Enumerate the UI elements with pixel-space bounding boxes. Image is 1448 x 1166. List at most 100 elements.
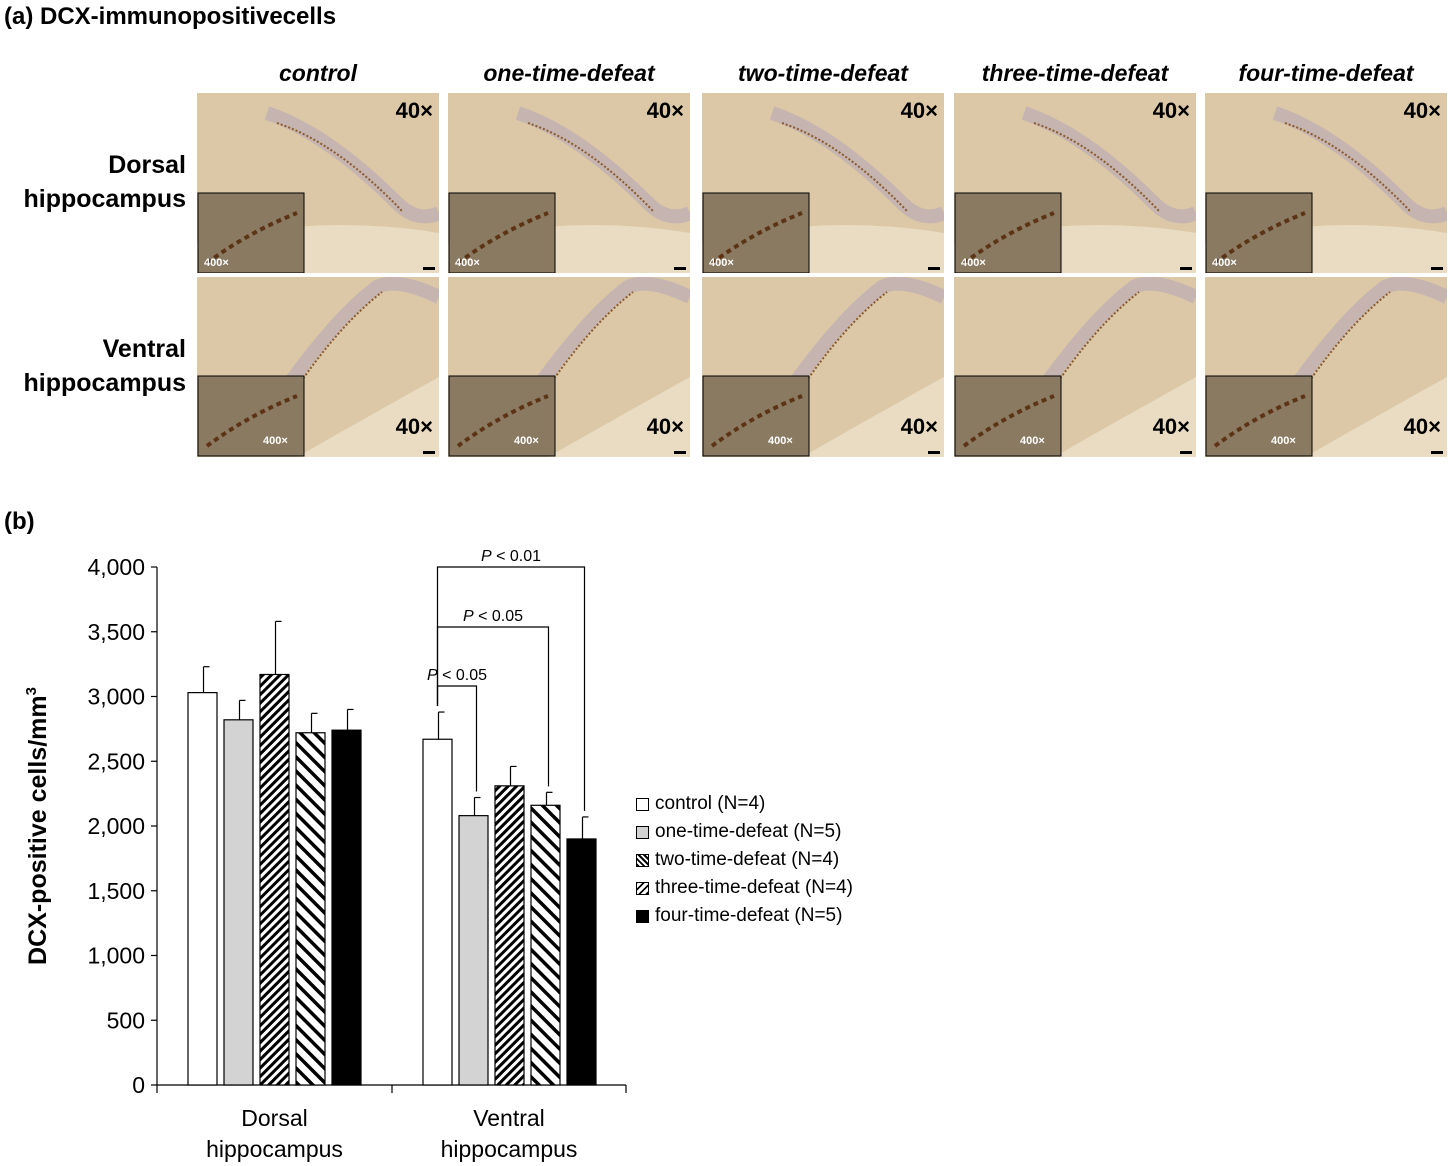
micrograph-image — [702, 93, 944, 273]
magnification-label: 40× — [1152, 414, 1190, 439]
inset-image — [197, 375, 305, 457]
inset-magnification-label: 400× — [961, 257, 986, 269]
scale-bar — [1180, 451, 1192, 454]
column-header-control: control — [279, 60, 357, 86]
micrograph-image — [702, 277, 944, 457]
significance-bracket — [436, 566, 586, 811]
bar-chart: 0 500 1,000 1,500 2,000 2,500 3,000 3,500 4,000 D… — [23, 548, 627, 1162]
micrograph-ventral-four-time-defeat: 40× 400× — [1205, 277, 1447, 457]
legend-item: four-time-defeat (N=5) — [636, 902, 853, 930]
legend-swatch — [636, 853, 649, 867]
y-tick-label: 4,000 — [87, 554, 145, 580]
legend-label: control (N=4) — [655, 793, 766, 814]
micrograph-image — [197, 277, 439, 457]
inset-image — [1205, 192, 1313, 273]
micrograph-dorsal-control: 40× 400× — [197, 93, 439, 273]
inset-image — [954, 375, 1062, 457]
column-header-three-time-defeat: three-time-defeat — [981, 60, 1169, 86]
inset-magnification-label: 400× — [1271, 435, 1296, 447]
bar-2-cat-0 — [259, 673, 290, 1086]
magnification-label: 40× — [395, 98, 433, 123]
scale-bar — [423, 267, 435, 270]
micrograph-image — [954, 93, 1196, 273]
scale-bar — [674, 267, 686, 270]
y-tick-label: 500 — [107, 1007, 145, 1033]
legend-item: two-time-defeat (N=4) — [636, 846, 853, 874]
bar-3-cat-0 — [295, 732, 326, 1086]
magnification-label: 40× — [1403, 414, 1441, 439]
micrograph-dorsal-two-time-defeat: 40× 400× — [702, 93, 944, 273]
scale-bar — [1180, 267, 1192, 270]
inset-image — [1205, 375, 1313, 457]
micrograph-dorsal-three-time-defeat: 40× 400× — [954, 93, 1196, 273]
micrograph-ventral-one-time-defeat: 40× 400× — [448, 277, 690, 457]
x-category-label: Dorsal — [241, 1105, 307, 1131]
bar-4-cat-0 — [331, 729, 362, 1086]
y-tick-label: 2,000 — [87, 813, 145, 839]
legend-swatch — [636, 881, 649, 895]
bar-4-cat-1 — [566, 838, 597, 1086]
micrograph-ventral-two-time-defeat: 40× 400× — [702, 277, 944, 457]
inset-magnification-label: 400× — [1020, 435, 1045, 447]
x-category-label: Ventral — [473, 1105, 545, 1131]
y-tick-label: 0 — [132, 1072, 145, 1098]
column-header-four-time-defeat: four-time-defeat — [1238, 60, 1414, 86]
scale-bar — [928, 267, 940, 270]
bar-0-cat-1 — [422, 738, 453, 1086]
bar-0-cat-0 — [187, 692, 218, 1086]
scale-bar — [423, 451, 435, 454]
inset-image — [702, 375, 810, 457]
bar-2-cat-1 — [494, 785, 525, 1086]
micrograph-dorsal-one-time-defeat: 40× 400× — [448, 93, 690, 273]
y-tick-label: 3,000 — [87, 684, 145, 710]
significance-label: P < 0.05 — [427, 667, 487, 684]
chart-legend: control (N=4) one-time-defeat (N=5) two-ti… — [636, 790, 853, 930]
y-tick-label: 1,000 — [87, 943, 145, 969]
micrograph-ventral-three-time-defeat: 40× 400× — [954, 277, 1196, 457]
micrograph-image — [1205, 277, 1447, 457]
x-category-label: hippocampus — [441, 1136, 578, 1162]
column-header-two-time-defeat: two-time-defeat — [738, 60, 908, 86]
inset-image — [954, 192, 1062, 273]
scale-bar — [674, 451, 686, 454]
bar-1-cat-0 — [223, 719, 254, 1086]
y-tick-label: 2,500 — [87, 748, 145, 774]
y-tick-label: 1,500 — [87, 878, 145, 904]
magnification-label: 40× — [900, 98, 938, 123]
inset-magnification-label: 400× — [709, 257, 734, 269]
y-tick-label: 3,500 — [87, 619, 145, 645]
inset-magnification-label: 400× — [263, 435, 288, 447]
magnification-label: 40× — [646, 414, 684, 439]
micrograph-image — [448, 93, 690, 273]
x-category-label: hippocampus — [206, 1136, 343, 1162]
micrograph-ventral-control: 40× 400× — [197, 277, 439, 457]
legend-label: three-time-defeat (N=4) — [655, 877, 853, 898]
inset-image — [448, 375, 556, 457]
legend-label: two-time-defeat (N=4) — [655, 849, 840, 870]
legend-label: four-time-defeat (N=5) — [655, 905, 843, 926]
inset-magnification-label: 400× — [455, 257, 480, 269]
legend-swatch — [636, 797, 649, 811]
micrograph-image — [448, 277, 690, 457]
micrograph-image — [954, 277, 1196, 457]
magnification-label: 40× — [1152, 98, 1190, 123]
inset-magnification-label: 400× — [1212, 257, 1237, 269]
row-header-ventral: Ventral hippocampus — [23, 335, 186, 397]
inset-magnification-label: 400× — [768, 435, 793, 447]
legend-swatch — [636, 825, 649, 839]
legend-swatch — [636, 909, 649, 923]
bar-1-cat-1 — [458, 815, 489, 1086]
significance-bracket — [436, 626, 550, 787]
panel-a-label: (a) DCX-immunopositivecells — [4, 3, 337, 30]
micrograph-image — [197, 93, 439, 273]
inset-magnification-label: 400× — [514, 435, 539, 447]
scale-bar — [1431, 451, 1443, 454]
inset-image — [702, 192, 810, 273]
panel-b-label: (b) — [4, 508, 35, 535]
legend-item: one-time-defeat (N=5) — [636, 818, 853, 846]
magnification-label: 40× — [646, 98, 684, 123]
bar-3-cat-1 — [530, 804, 561, 1086]
magnification-label: 40× — [395, 414, 433, 439]
micrograph-dorsal-four-time-defeat: 40× 400× — [1205, 93, 1447, 273]
significance-label: P < 0.05 — [463, 608, 523, 625]
